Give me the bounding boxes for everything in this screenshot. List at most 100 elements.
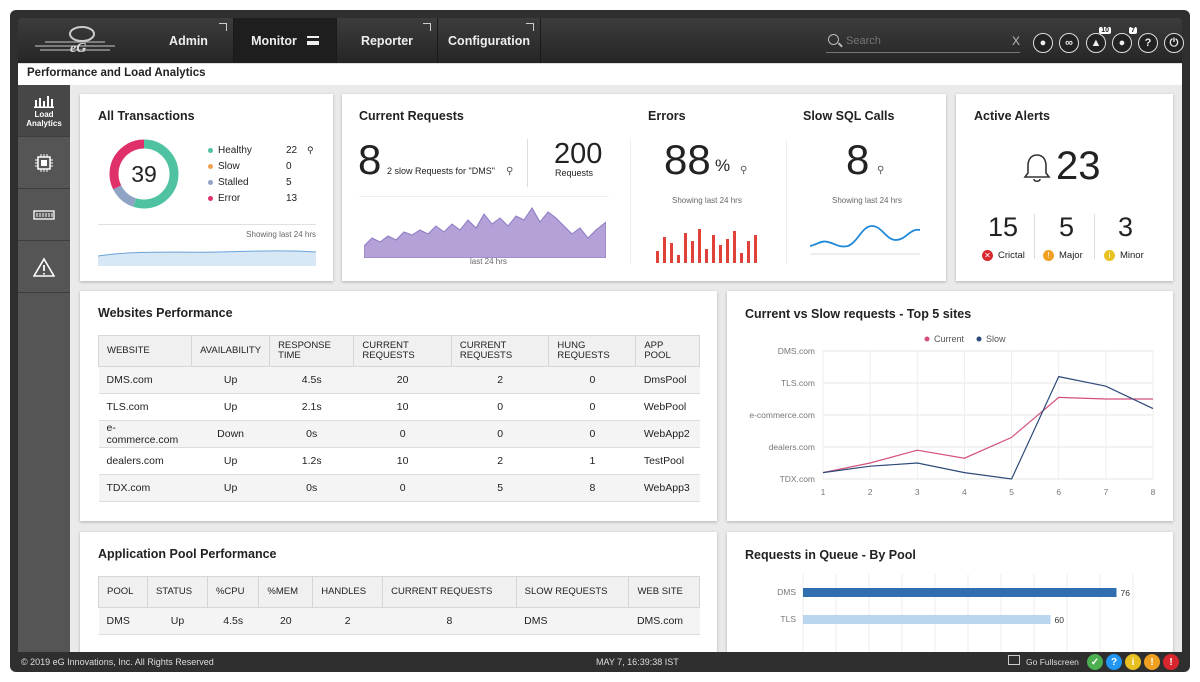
column-header[interactable]: CURRENT REQUESTS: [382, 576, 517, 608]
alarm-icon[interactable]: ▲ 10: [1086, 27, 1111, 53]
svg-text:eG: eG: [70, 41, 86, 56]
table-row[interactable]: TLS.com Up 2.1s 10 0 0 WebPool: [98, 393, 700, 421]
column-header[interactable]: CURRENT REQUESTS: [353, 335, 452, 367]
column-header[interactable]: POOL: [97, 576, 149, 608]
column-header[interactable]: AVAILABILITY: [191, 335, 271, 367]
search-input[interactable]: [846, 35, 996, 47]
nav-admin[interactable]: Admin: [144, 18, 234, 63]
websites-performance-card: Websites Performance WEBSITE AVAILABILITY…: [80, 291, 717, 521]
sidebar-item-load-analytics[interactable]: Load Analytics: [18, 85, 70, 137]
zoom-icon[interactable]: ⚲: [506, 166, 514, 177]
transactions-sparkline: [98, 250, 316, 266]
table-row[interactable]: DMS Up 4.5s 20 2 8 DMS DMS.com: [98, 607, 700, 635]
transaction-status-item[interactable]: Healthy 22 ⚲: [208, 145, 318, 161]
y-tick-label: TLS.com: [781, 378, 815, 388]
column-header[interactable]: WEBSITE: [97, 335, 193, 367]
search-icon[interactable]: [828, 34, 839, 45]
sidebar-item-cpu[interactable]: [18, 137, 70, 189]
slow-sql-title: Slow SQL Calls: [803, 109, 895, 123]
eg-logo[interactable]: eG: [30, 24, 120, 58]
error-bar: [663, 237, 666, 263]
external-link-icon: [219, 23, 227, 31]
transaction-status-item[interactable]: Slow 0: [208, 161, 318, 177]
table-cell: 1.2s: [269, 447, 354, 475]
column-header[interactable]: RESPONSE TIME: [269, 335, 355, 367]
error-bar: [726, 239, 729, 263]
queue-bar: [803, 615, 1051, 624]
slow-sql-caption: Showing last 24 hrs: [832, 196, 902, 205]
status-dot: [208, 163, 213, 169]
nav-configuration[interactable]: Configuration: [438, 18, 541, 63]
status-ok-icon[interactable]: ✓: [1087, 654, 1103, 670]
table-row[interactable]: dealers.com Up 1.2s 10 2 1 TestPool: [98, 447, 700, 475]
table-cell: TDX.com: [98, 474, 192, 502]
zoom-icon[interactable]: ⚲: [877, 165, 885, 176]
table-cell: 1: [548, 447, 636, 475]
last-24-hrs-caption: last 24 hrs: [470, 257, 507, 266]
series-line: [822, 375, 1154, 480]
column-header[interactable]: %CPU: [206, 576, 260, 608]
critical-legend[interactable]: ✕ Crictal: [982, 250, 1025, 261]
search-box: X: [826, 31, 1020, 53]
external-link-icon: [526, 23, 534, 31]
websites-title: Websites Performance: [98, 306, 233, 320]
table-row[interactable]: TDX.com Up 0s 0 5 8 WebApp3: [98, 474, 700, 502]
sidebar-item-memory[interactable]: [18, 189, 70, 241]
help-icon[interactable]: ?: [1138, 33, 1158, 53]
slow-requests-note: 2 slow Requests for "DMS": [387, 166, 495, 176]
error-bar: [705, 249, 708, 263]
fullscreen-icon[interactable]: [1008, 655, 1020, 665]
table-cell: WebPool: [635, 393, 700, 421]
x-tick-label: 8: [1151, 487, 1156, 497]
zoom-icon[interactable]: ⚲: [740, 165, 748, 176]
error-bar: [712, 235, 715, 263]
errors-value: 88: [664, 136, 711, 183]
requests-area-chart: [364, 207, 606, 258]
power-icon[interactable]: ⏻: [1164, 33, 1184, 53]
error-bar: [754, 235, 757, 263]
clear-search-icon[interactable]: X: [1011, 34, 1020, 48]
minor-count: 3: [1118, 212, 1134, 242]
go-fullscreen-link[interactable]: Go Fullscreen: [1026, 657, 1079, 667]
status-critical-icon[interactable]: !: [1163, 654, 1179, 670]
user-icon[interactable]: ●: [1033, 33, 1053, 53]
table-cell: 8: [382, 607, 517, 635]
status-minor-icon[interactable]: i: [1125, 654, 1141, 670]
hamburger-menu-icon[interactable]: [306, 36, 319, 45]
notification-bell-icon[interactable]: ● 7: [1112, 27, 1137, 53]
sidebar-item-alerts[interactable]: [18, 241, 70, 293]
all-transactions-card: All Transactions 39 Healthy 22 ⚲ Slow 0 Stall…: [80, 94, 333, 281]
minor-icon: i: [1104, 250, 1115, 261]
x-tick-label: 2: [868, 487, 873, 497]
column-header[interactable]: HUNG REQUESTS: [548, 335, 637, 367]
link-icon[interactable]: ∞: [1059, 33, 1079, 53]
websites-table: WEBSITE AVAILABILITY RESPONSE TIME CURRENT …: [97, 335, 700, 502]
status-major-icon[interactable]: !: [1144, 654, 1160, 670]
sidebar: Load Analytics: [18, 85, 70, 652]
table-row[interactable]: e-commerce.com Down 0s 0 0 0 WebApp2: [98, 420, 700, 448]
status-help-icon[interactable]: ?: [1106, 654, 1122, 670]
error-bar: [719, 245, 722, 263]
table-row[interactable]: DMS.com Up 4.5s 20 2 0 DmsPool: [98, 366, 700, 394]
column-header[interactable]: WEB SITE: [628, 576, 700, 608]
column-header[interactable]: %MEM: [258, 576, 314, 608]
nav-reporter[interactable]: Reporter: [337, 18, 438, 63]
dashboard-content: All Transactions 39 Healthy 22 ⚲ Slow 0 Stall…: [70, 85, 1182, 652]
column-header[interactable]: STATUS: [147, 576, 208, 608]
column-header[interactable]: CURRENT REQUESTS: [450, 335, 550, 367]
table-cell: TLS.com: [98, 393, 192, 421]
table-cell: 20: [258, 607, 313, 635]
zoom-icon[interactable]: ⚲: [307, 145, 314, 155]
column-header[interactable]: APP POOL: [635, 335, 700, 367]
column-header[interactable]: SLOW REQUESTS: [515, 576, 630, 608]
column-header[interactable]: HANDLES: [312, 576, 384, 608]
alarm-count-badge: 10: [1099, 27, 1111, 34]
active-alerts-title: Active Alerts: [974, 109, 1050, 123]
transaction-status-item[interactable]: Error 13: [208, 193, 318, 209]
minor-legend[interactable]: i Minor: [1104, 250, 1144, 261]
transaction-status-item[interactable]: Stalled 5: [208, 177, 318, 193]
x-tick-label: 5: [1009, 487, 1014, 497]
critical-icon: ✕: [982, 250, 993, 261]
major-legend[interactable]: ! Major: [1043, 250, 1083, 261]
nav-monitor[interactable]: Monitor: [234, 18, 337, 63]
